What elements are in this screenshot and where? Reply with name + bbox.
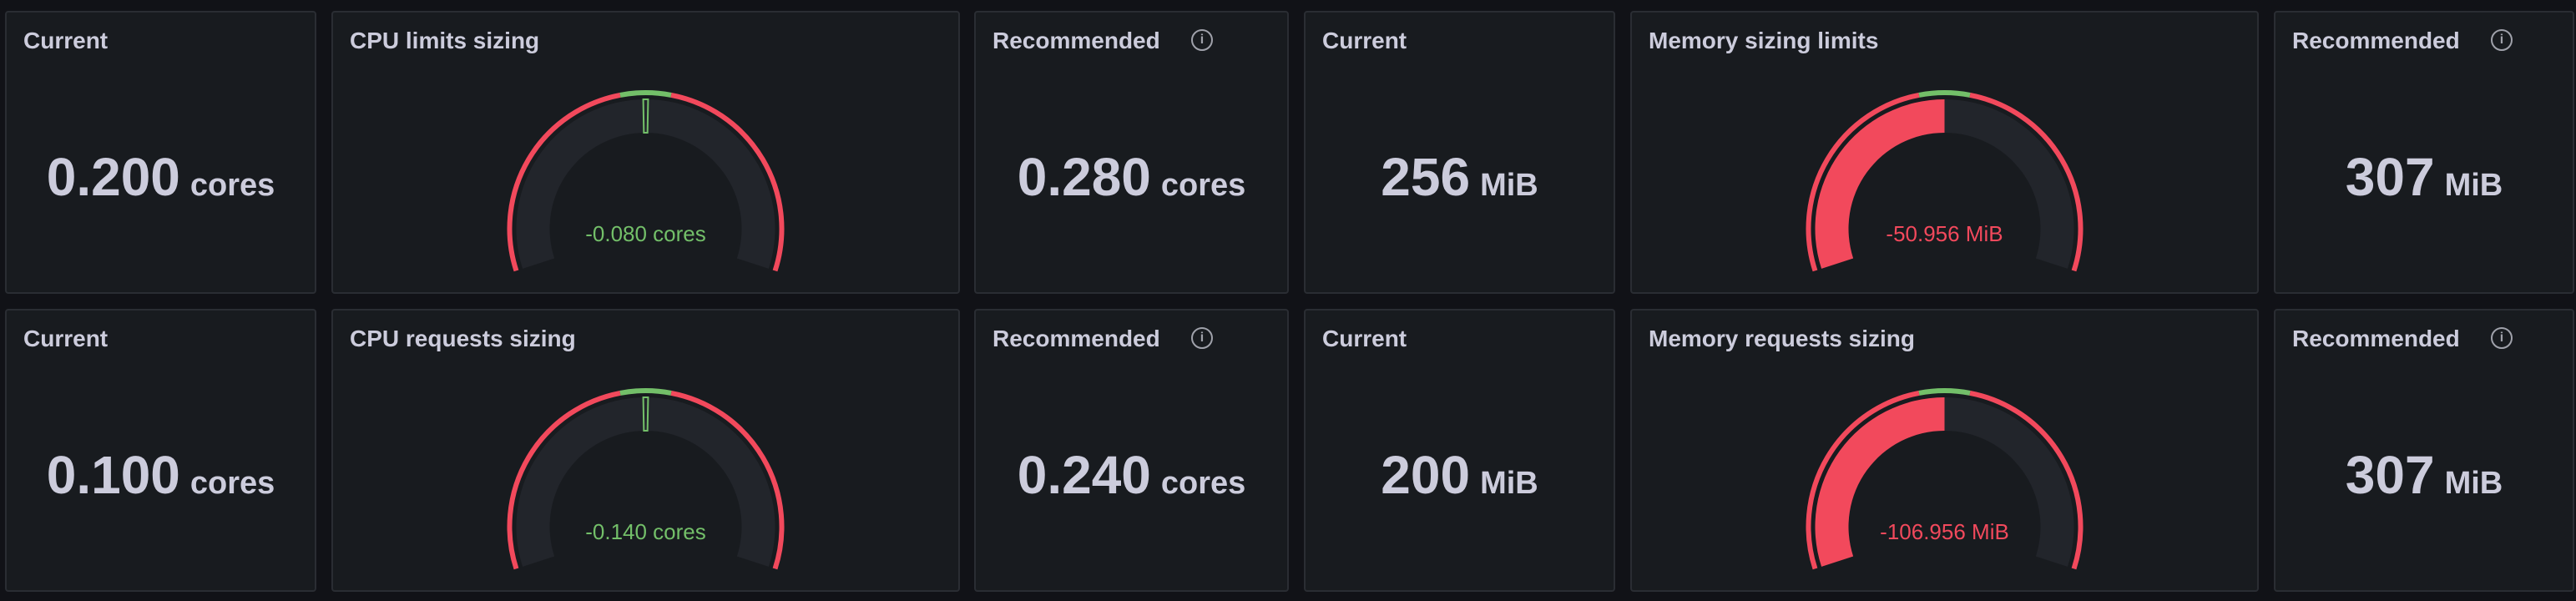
panel-title: CPU limits sizing [350,28,540,53]
gauge-value-bar [1815,99,1945,269]
panel-title: Memory requests sizing [1649,326,1915,351]
gauge-value: -0.080 cores [585,221,706,246]
stat-unit: cores [189,466,275,501]
stat-value: 0.100 cores [7,444,315,506]
gauge-value-bar [642,396,649,432]
gauge-threshold-segment [507,92,621,272]
gauge-chart [1806,388,2084,570]
gauge-threshold-segment [1918,90,1971,98]
cpu-requests-current-panel: Current 0.100 cores [5,309,316,592]
stat-value: 0.240 cores [976,444,1287,506]
cpu-limits-sizing-gauge-panel: CPU limits sizing -0.080 cores [331,11,960,294]
gauge-chart [1806,90,2084,272]
gauge-value-bar [642,98,649,134]
gauge-threshold-segment [670,92,785,272]
gauge-threshold-segment [1806,92,1920,272]
memory-limits-current-panel: Current 256 MiB [1304,11,1615,294]
gauge-threshold-segment [1969,390,2084,570]
stat-value: 200 MiB [1306,444,1614,506]
stat-unit: MiB [1480,168,1538,203]
stat-unit: MiB [2444,168,2503,203]
memory-limits-recommended-panel: Recommended i 307 MiB [2274,11,2574,294]
gauge-value: -50.956 MiB [1886,221,2003,246]
panel-title: Current [1322,28,1407,53]
memory-requests-recommended-panel: Recommended i 307 MiB [2274,309,2574,592]
cpu-limits-current-panel: Current 0.200 cores [5,11,316,294]
gauge-chart [507,90,785,272]
gauge-threshold-segment [670,390,785,570]
stat-value: 307 MiB [2275,444,2573,506]
gauge-track [516,397,775,567]
stat-number: 256 [1381,147,1471,207]
panel-title: CPU requests sizing [350,326,576,351]
stat-unit: MiB [1480,466,1538,501]
gauge-threshold-segment [507,390,621,570]
stat-value: 0.280 cores [976,146,1287,208]
panel-title: Recommended [2292,28,2460,53]
panel-title: Recommended [993,28,1160,53]
gauge-threshold-segment [1969,92,2084,272]
stat-value: 256 MiB [1306,146,1614,208]
stat-number: 0.100 [46,445,180,505]
stat-number: 0.200 [46,147,180,207]
stat-unit: cores [1160,466,1246,501]
stat-number: 307 [2345,147,2435,207]
cpu-requests-recommended-panel: Recommended i 0.240 cores [974,309,1289,592]
stat-number: 0.240 [1017,445,1151,505]
panel-title: Recommended [993,326,1160,351]
memory-sizing-limits-gauge-panel: Memory sizing limits -50.956 MiB [1630,11,2259,294]
panel-title: Current [23,326,109,351]
cpu-requests-sizing-gauge-panel: CPU requests sizing -0.140 cores [331,309,960,592]
info-icon[interactable]: i [1191,29,1213,51]
cpu-limits-recommended-panel: Recommended i 0.280 cores [974,11,1289,294]
stat-unit: MiB [2444,466,2503,501]
gauge-threshold-segment [1918,388,1971,396]
stat-unit: cores [189,168,275,203]
stat-number: 307 [2345,445,2435,505]
info-icon[interactable]: i [2491,29,2513,51]
panel-title: Current [23,28,109,53]
panel-title: Recommended [2292,326,2460,351]
info-icon[interactable]: i [1191,327,1213,349]
gauge-threshold-segment [619,90,672,98]
gauge-value: -106.956 MiB [1880,519,2009,544]
panel-title: Current [1322,326,1407,351]
gauge-value-bar [1815,397,1945,567]
stat-number: 0.280 [1017,147,1151,207]
gauge-threshold-segment [1806,390,1920,570]
info-icon[interactable]: i [2491,327,2513,349]
gauge-track [516,99,775,269]
stat-value: 0.200 cores [7,146,315,208]
gauge-value: -0.140 cores [585,519,706,544]
gauge-threshold-segment [619,388,672,396]
stat-number: 200 [1381,445,1471,505]
panel-title: Memory sizing limits [1649,28,1879,53]
memory-requests-sizing-gauge-panel: Memory requests sizing -106.956 MiB [1630,309,2259,592]
gauge-chart [507,388,785,570]
stat-value: 307 MiB [2275,146,2573,208]
stat-unit: cores [1160,168,1246,203]
memory-requests-current-panel: Current 200 MiB [1304,309,1615,592]
